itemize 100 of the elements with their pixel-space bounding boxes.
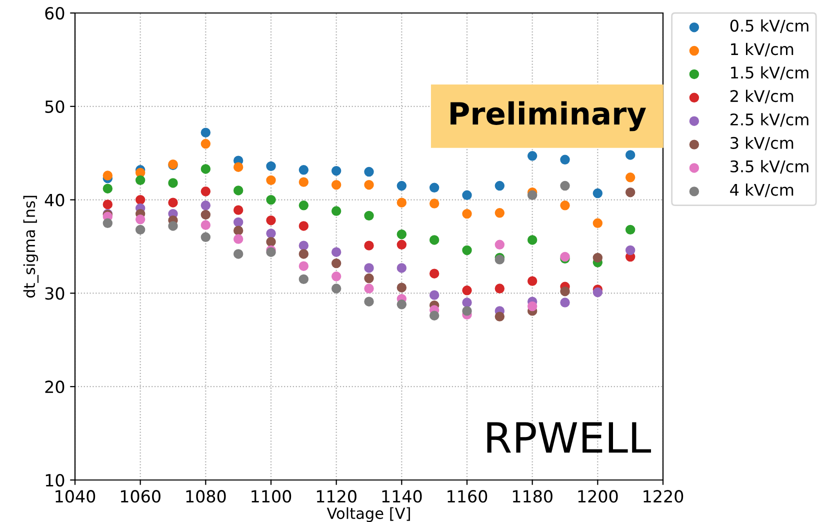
point: [560, 154, 570, 164]
point: [135, 194, 146, 205]
legend-label: 1.5 kV/cm: [731, 66, 808, 80]
y-tick-label: 50: [45, 100, 64, 113]
point: [233, 217, 244, 228]
x-tick-label: 1120: [316, 490, 356, 503]
point: [592, 188, 603, 198]
legend-label: 0.5 kV/cm: [730, 19, 808, 34]
x-tick-label: 1140: [382, 490, 422, 503]
point: [298, 165, 309, 175]
point: [364, 284, 374, 294]
point: [266, 194, 276, 205]
point: [298, 200, 309, 210]
point: [200, 128, 211, 138]
point: [364, 240, 374, 250]
legend-label: 4 kV/cm: [730, 184, 794, 198]
point: [462, 286, 472, 296]
point: [331, 272, 342, 282]
point: [625, 245, 636, 256]
legend-label: 1 kV/cm: [731, 42, 794, 56]
point: [364, 210, 374, 221]
point: [494, 284, 505, 294]
legend-label: 3 kV/cm: [730, 136, 794, 150]
point: [266, 161, 276, 172]
point: [364, 263, 374, 273]
point: [592, 252, 603, 263]
point: [527, 235, 538, 245]
point: [527, 190, 538, 200]
point: [102, 218, 113, 228]
point: [102, 170, 113, 180]
point: [331, 180, 342, 190]
point: [233, 162, 244, 172]
point: [200, 210, 211, 220]
point: [233, 226, 244, 236]
point: [429, 268, 440, 278]
annotation: Preliminary: [450, 101, 646, 132]
x-tick-label: 1060: [120, 490, 160, 503]
point: [331, 166, 342, 176]
point: [429, 182, 440, 193]
point: [396, 229, 407, 240]
point: [298, 240, 309, 250]
point: [298, 249, 309, 259]
point: [494, 208, 505, 218]
point: [429, 198, 440, 208]
point: [233, 249, 244, 259]
point: [298, 274, 309, 284]
x-axis-title: Voltage [V]: [326, 507, 410, 522]
point: [462, 306, 472, 316]
point: [200, 186, 211, 196]
point: [102, 184, 113, 194]
point: [560, 200, 570, 210]
y-tick-label: 20: [45, 380, 64, 394]
point: [200, 232, 211, 242]
annotation: RPWELL: [487, 422, 652, 453]
point: [560, 180, 570, 191]
point: [331, 247, 342, 257]
point: [331, 258, 342, 268]
point: [331, 206, 342, 216]
y-tick-label: 40: [44, 194, 64, 206]
point: [266, 228, 276, 238]
point: [298, 261, 309, 271]
point: [462, 190, 472, 200]
point: [135, 175, 146, 186]
x-tick-label: 1220: [644, 490, 684, 503]
point: [396, 180, 407, 191]
y-tick-label: 10: [46, 474, 64, 487]
point: [429, 235, 440, 245]
point: [102, 200, 113, 210]
point: [200, 138, 211, 149]
x-tick-label: 1080: [186, 490, 226, 503]
point: [266, 236, 276, 247]
x-tick-label: 1100: [252, 490, 292, 503]
y-tick-label: 60: [45, 6, 64, 20]
point: [233, 234, 244, 244]
point: [233, 186, 244, 196]
point: [364, 180, 374, 190]
point: [135, 214, 146, 224]
x-tick-label: 1040: [56, 490, 96, 503]
x-tick-label: 1180: [512, 490, 552, 503]
point: [200, 164, 211, 174]
point: [233, 205, 244, 215]
point: [494, 180, 505, 191]
point: [396, 263, 407, 273]
point: [298, 221, 309, 231]
point: [527, 151, 538, 161]
point: [168, 198, 178, 208]
point: [396, 198, 407, 208]
point: [429, 310, 440, 320]
point: [331, 284, 342, 294]
y-tick-label: 30: [45, 287, 64, 300]
point: [364, 273, 374, 284]
point: [527, 301, 538, 312]
x-tick-label: 1160: [448, 490, 488, 503]
point: [494, 240, 505, 250]
point: [396, 282, 407, 292]
x-tick-label: 1200: [578, 490, 618, 503]
point: [200, 220, 211, 230]
point: [135, 224, 146, 235]
point: [200, 200, 211, 210]
point: [560, 298, 570, 308]
